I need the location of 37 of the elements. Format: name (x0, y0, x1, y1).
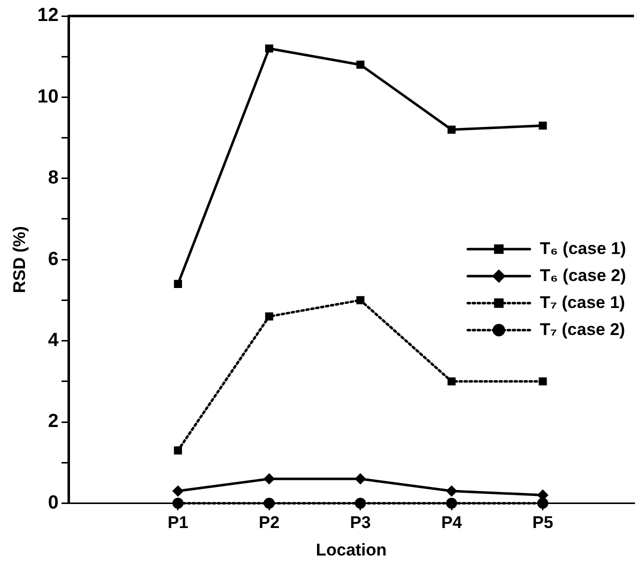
x-tick-label: P5 (532, 513, 554, 532)
point (354, 498, 366, 509)
x-tick-label: P2 (258, 513, 280, 532)
legend-label: T₆ (case 2) (540, 266, 626, 285)
y-tick-label: 12 (37, 5, 59, 26)
point (538, 377, 547, 386)
point (448, 377, 456, 386)
point (265, 312, 274, 320)
point (446, 498, 458, 509)
point (264, 473, 275, 484)
point (174, 280, 182, 288)
legend-label: T₇ (case 1) (540, 292, 626, 312)
legend-label: T₇ (case 2) (540, 320, 626, 339)
point (538, 122, 547, 130)
legend-label: T₆ (case 1) (540, 238, 626, 258)
y-tick-label: 0 (48, 492, 59, 514)
y-tick-label: 8 (48, 168, 59, 189)
point (174, 446, 182, 454)
point (172, 486, 184, 497)
y-axis-title: RSD (%) (10, 226, 29, 294)
point (354, 473, 366, 484)
point (356, 60, 364, 69)
point (356, 296, 364, 304)
point (264, 498, 275, 509)
point (448, 126, 456, 134)
point (265, 44, 274, 53)
y-tick-label: 6 (48, 248, 59, 270)
x-tick-label: P3 (350, 513, 371, 532)
point (537, 498, 548, 509)
point (446, 486, 458, 497)
point (172, 498, 184, 509)
y-tick-label: 10 (37, 86, 59, 108)
x-tick-label: P4 (441, 513, 463, 532)
y-tick-label: 4 (48, 330, 59, 352)
y-tick-label: 2 (48, 411, 59, 432)
x-axis-title: Location (316, 540, 387, 560)
x-tick-label: P1 (168, 513, 188, 532)
